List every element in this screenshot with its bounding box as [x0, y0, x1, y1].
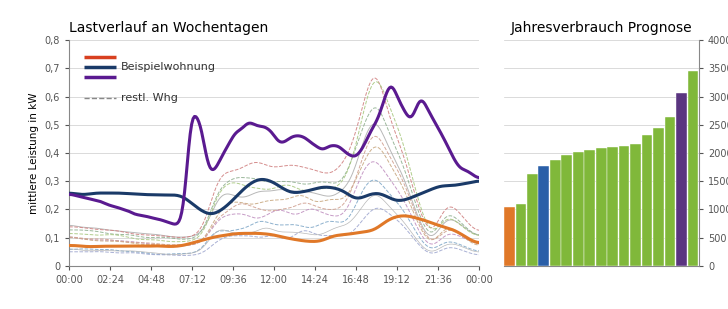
Bar — [585, 150, 595, 266]
Text: Lastverlauf an Wochentagen: Lastverlauf an Wochentagen — [69, 21, 269, 35]
Y-axis label: mittlere Leistung in kW: mittlere Leistung in kW — [29, 92, 39, 214]
Bar — [539, 167, 549, 266]
Bar — [654, 128, 664, 266]
Text: restl. Whg: restl. Whg — [121, 93, 178, 103]
Bar — [676, 93, 687, 266]
Title: Jahresverbrauch Prognose: Jahresverbrauch Prognose — [510, 21, 692, 35]
Bar — [665, 117, 676, 266]
Bar — [573, 152, 584, 266]
Bar — [688, 71, 698, 266]
Bar — [561, 155, 572, 266]
Bar — [527, 174, 537, 266]
Bar — [607, 147, 618, 266]
Bar — [642, 135, 652, 266]
Bar — [515, 204, 526, 266]
Bar — [630, 145, 641, 266]
Bar — [504, 206, 515, 266]
Bar — [596, 148, 606, 266]
Bar — [619, 146, 630, 266]
Bar — [550, 160, 561, 266]
Text: Beispielwohnung: Beispielwohnung — [121, 62, 215, 72]
